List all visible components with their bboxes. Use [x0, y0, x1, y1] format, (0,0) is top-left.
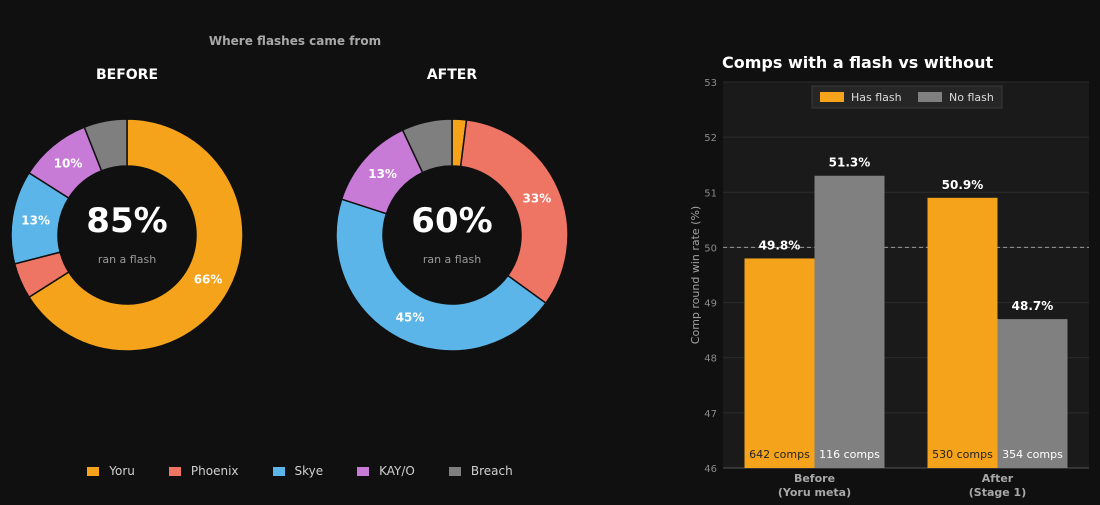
legend-swatch-yoru — [87, 466, 100, 476]
legend-swatch-skye — [272, 466, 285, 476]
y-tick-46: 46 — [704, 464, 717, 475]
before-center-value: 85% — [86, 201, 167, 241]
bar-legend: Has flash No flash — [811, 85, 1003, 109]
before-slice-breach — [83, 118, 128, 172]
legend-swatch-kayo — [357, 466, 370, 476]
y-tick-48: 48 — [704, 354, 717, 365]
x-tick-label-1-1: (Stage 1) — [969, 486, 1026, 499]
after-slice-label-kay-o: 13% — [368, 167, 397, 181]
before-donut-chart: 66% 13% 10% — [10, 118, 244, 352]
legend-item-skye: Skye — [272, 464, 324, 478]
before-slice-label-yoru: 66% — [194, 273, 223, 287]
bar-value-label-has-flash-0: 49.8% — [759, 238, 801, 252]
bar-legend-label-has-flash: Has flash — [851, 91, 902, 104]
after-slice-label-skye: 45% — [396, 310, 425, 324]
bar-has-flash-1 — [927, 197, 998, 469]
after-slice-skye — [335, 198, 547, 352]
legend-item-kayo: KAY/O — [357, 464, 415, 478]
after-donut-title: AFTER — [427, 67, 478, 83]
before-center-label: ran a flash — [98, 253, 156, 266]
legend-label-yoru: Yoru — [109, 464, 135, 478]
bar-has-flash-0 — [744, 258, 815, 468]
bar-count-label-has-flash-0: 642 comps — [749, 448, 810, 461]
before-slice-yoru — [28, 118, 244, 352]
y-tick-51: 51 — [704, 188, 717, 199]
after-slice-label-phoenix: 33% — [523, 191, 552, 205]
x-tick-label-0-1: (Yoru meta) — [778, 486, 851, 499]
y-tick-53: 53 — [704, 78, 717, 89]
legend-label-kayo: KAY/O — [379, 464, 415, 478]
bar-count-label-no-flash-1: 354 comps — [1002, 448, 1063, 461]
after-slice-breach — [401, 118, 453, 174]
y-tick-47: 47 — [704, 409, 717, 420]
legend-label-phoenix: Phoenix — [190, 464, 239, 478]
legend-item-phoenix: Phoenix — [168, 464, 239, 478]
bar-count-label-has-flash-1: 530 comps — [932, 448, 993, 461]
donut-legend: Yoru Phoenix Skye KAY/O Breach — [0, 464, 600, 478]
x-tick-label-0-0: Before — [794, 472, 835, 485]
bar-marks: 49.8% 642 comps 51.3% 116 comps Before(Yoru … — [744, 156, 1068, 499]
legend-swatch-phoenix — [168, 466, 181, 476]
after-center-label: ran a flash — [423, 253, 481, 266]
bar-value-label-no-flash-0: 51.3% — [829, 156, 871, 170]
x-tick-label-1-0: After — [982, 472, 1014, 485]
legend-swatch-breach — [448, 466, 461, 476]
y-tick-52: 52 — [704, 133, 717, 144]
legend-label-breach: Breach — [470, 464, 513, 478]
bar-no-flash-0 — [814, 175, 885, 468]
legend-label-skye: Skye — [294, 464, 324, 478]
bar-legend-box — [811, 85, 1003, 109]
bar-value-label-has-flash-1: 50.9% — [942, 178, 984, 192]
after-donut-chart: 33% 45% 13% — [335, 118, 569, 352]
legend-item-breach: Breach — [448, 464, 513, 478]
bar-legend-label-no-flash: No flash — [949, 91, 994, 104]
after-center-value: 60% — [411, 201, 492, 241]
bar-count-label-no-flash-0: 116 comps — [819, 448, 880, 461]
donut-section-title: Where flashes came from — [209, 34, 381, 48]
before-donut-title: BEFORE — [96, 67, 158, 83]
bar-value-label-no-flash-1: 48.7% — [1012, 299, 1054, 313]
y-tick-49: 49 — [704, 299, 717, 310]
before-slice-label-skye: 13% — [21, 214, 50, 228]
y-axis-label: Comp round win rate (%) — [689, 206, 702, 344]
y-tick-50: 50 — [704, 243, 717, 254]
before-slice-label-kay-o: 10% — [54, 157, 83, 171]
bar-legend-swatch-has-flash — [820, 92, 844, 102]
bar-no-flash-1 — [997, 319, 1068, 468]
bar-chart-title: Comps with a flash vs without — [722, 53, 994, 72]
after-slice-phoenix — [459, 119, 569, 305]
legend-item-yoru: Yoru — [87, 464, 135, 478]
bar-legend-swatch-no-flash — [918, 92, 942, 102]
